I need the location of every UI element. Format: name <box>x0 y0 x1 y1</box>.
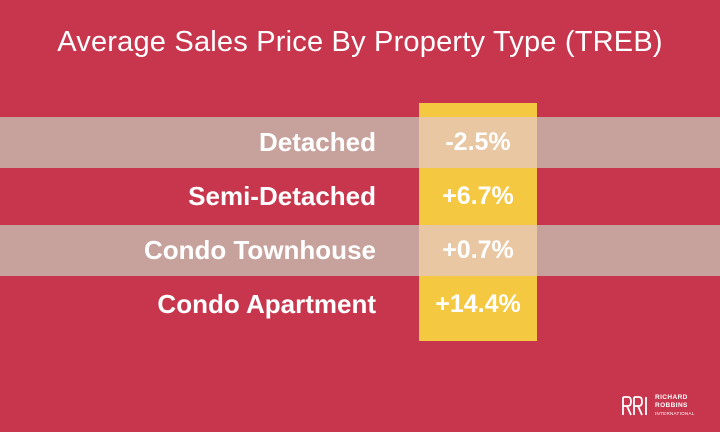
value-label: +14.4% <box>435 290 521 318</box>
value-label: -2.5% <box>419 117 537 168</box>
category-label: Condo Apartment <box>157 289 376 319</box>
value-label: +6.7% <box>442 182 514 210</box>
value-label: +0.7% <box>419 225 537 276</box>
table-row: Condo Townhouse +0.7% <box>0 225 720 276</box>
rri-logo-icon <box>622 396 647 416</box>
logo-line-1: RICHARD <box>655 394 688 401</box>
company-logo: RICHARD ROBBINS INTERNATIONAL <box>621 388 695 424</box>
category-label: Detached <box>258 127 376 157</box>
category-label: Semi-Detached <box>188 181 376 211</box>
table-row: Detached -2.5% <box>0 117 720 168</box>
table-row: Condo Apartment +14.4% <box>0 279 720 330</box>
logo-line-2: ROBBINS <box>655 402 688 409</box>
chart-title: Average Sales Price By Property Type (TR… <box>57 26 663 58</box>
category-label: Condo Townhouse <box>143 235 376 265</box>
logo-line-3: INTERNATIONAL <box>655 411 695 416</box>
table-row: Semi-Detached +6.7% <box>0 171 720 222</box>
logo-text: RICHARD ROBBINS INTERNATIONAL <box>655 394 695 418</box>
row-band-shaded <box>0 225 720 276</box>
row-band-shaded <box>0 117 720 168</box>
